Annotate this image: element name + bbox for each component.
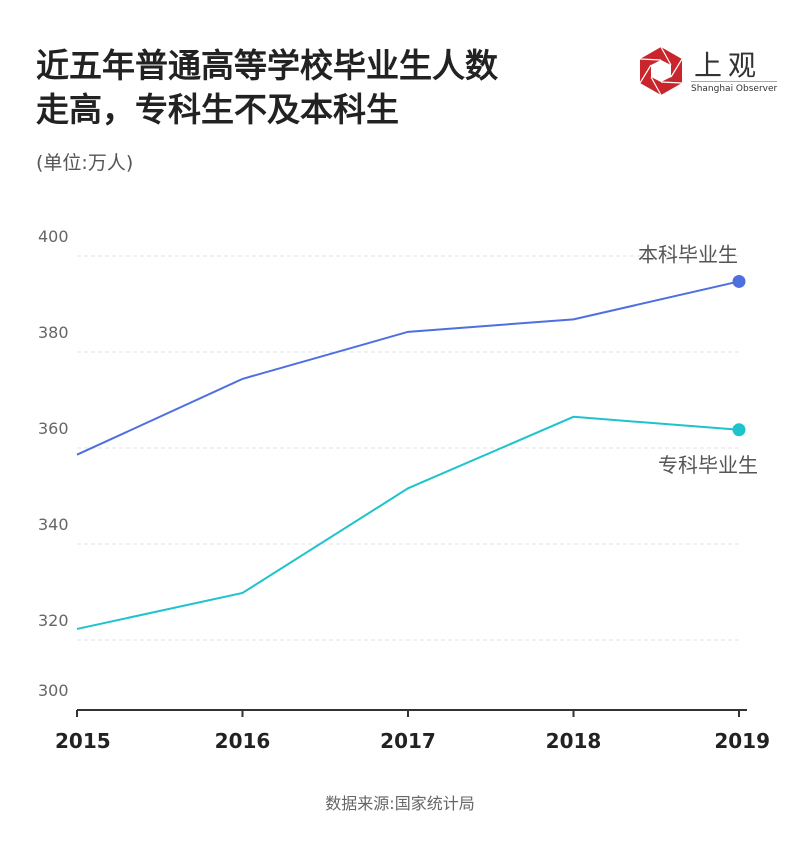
x-tick-label: 2016 (215, 729, 271, 753)
series-end-marker-1 (732, 423, 746, 437)
series-line-1 (76, 415, 740, 630)
y-tick-label: 380 (38, 323, 69, 342)
series-label-1: 专科毕业生 (658, 453, 758, 477)
x-tick-label: 2018 (546, 729, 602, 753)
x-tick-label: 2019 (714, 729, 770, 753)
source-note: 数据来源:国家统计局 (325, 794, 475, 813)
y-tick-label: 320 (38, 611, 69, 630)
y-tick-label: 400 (38, 227, 69, 246)
shanghai-observer-logo: 上观 Shanghai Observer (634, 44, 784, 98)
series-label-0: 本科毕业生 (638, 242, 738, 266)
series-line-0 (76, 280, 740, 456)
x-tick-label: 2017 (380, 729, 436, 753)
title-line-2: 走高，专科生不及本科生 (36, 90, 399, 129)
x-tick-label: 2015 (55, 729, 111, 753)
logo-text-cn: 上观 (694, 49, 763, 82)
hexagon-logo-icon (639, 46, 683, 96)
unit-label: (单位:万人) (36, 152, 134, 174)
y-tick-label: 300 (38, 681, 69, 700)
title-line-1: 近五年普通高等学校毕业生人数 (36, 46, 498, 85)
series-end-marker-0 (732, 274, 746, 288)
logo-text-en: Shanghai Observer (691, 81, 778, 94)
y-tick-label: 340 (38, 515, 69, 534)
chart-title: 近五年普通高等学校毕业生人数 走高，专科生不及本科生 (36, 44, 498, 132)
y-tick-label: 360 (38, 419, 69, 438)
